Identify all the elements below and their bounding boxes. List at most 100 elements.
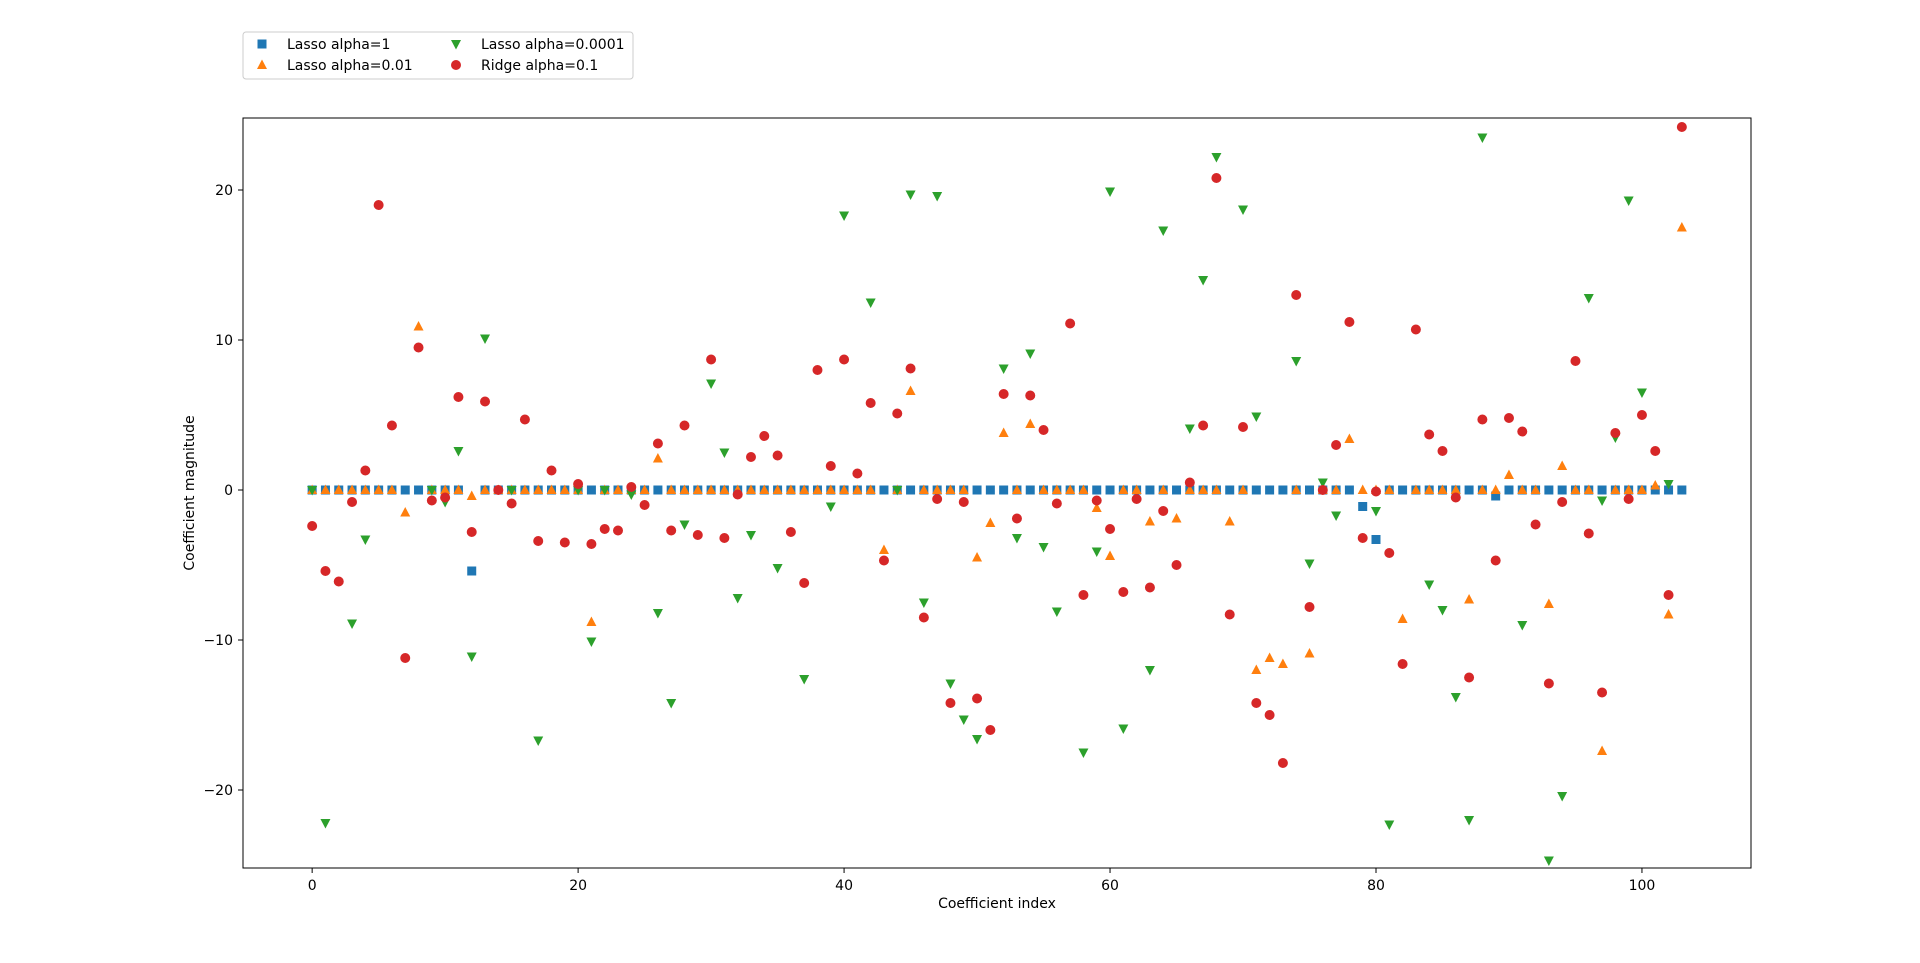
data-point: [1251, 485, 1261, 495]
data-point: [626, 482, 637, 492]
y-tick-label: 20: [215, 183, 233, 199]
data-point: [1131, 484, 1142, 494]
data-point: [1344, 485, 1354, 495]
data-point: [799, 578, 810, 588]
data-point: [1251, 698, 1262, 708]
data-point: [466, 652, 477, 662]
data-point: [1503, 413, 1514, 423]
y-axis-ticks: −20 −10 0 10 20: [203, 183, 243, 799]
legend-entry: Lasso alpha=0.01: [257, 58, 413, 74]
data-point: [1636, 388, 1647, 398]
data-point: [1437, 446, 1448, 456]
data-point: [1676, 222, 1687, 232]
data-point: [1424, 580, 1435, 590]
data-point: [1091, 502, 1102, 512]
data-point: [1171, 560, 1182, 570]
data-point: [613, 525, 624, 536]
legend-frame: [242, 31, 634, 80]
data-point: [719, 484, 730, 494]
data-point: [1530, 519, 1541, 530]
data-point: [892, 486, 903, 496]
y-axis-title: Coefficient magnitude: [182, 415, 198, 570]
legend-label: Lasso alpha=1: [287, 37, 390, 53]
legend-entry: Lasso alpha=1: [257, 37, 390, 53]
data-point: [307, 521, 318, 531]
data-point: [1384, 484, 1395, 494]
data-point: [719, 448, 730, 458]
data-point: [519, 414, 530, 425]
data-point: [1105, 485, 1115, 495]
data-point: [1384, 820, 1395, 830]
data-point: [1331, 440, 1342, 450]
data-point: [373, 484, 384, 494]
data-point: [772, 450, 783, 461]
data-point: [1437, 484, 1448, 494]
data-point: [1398, 485, 1408, 495]
data-point: [1158, 226, 1169, 236]
data-point: [958, 484, 969, 494]
data-point: [1570, 484, 1581, 494]
legend-marker: [451, 40, 461, 50]
data-point: [839, 354, 850, 365]
data-point: [360, 465, 371, 476]
data-point: [1198, 484, 1209, 494]
y-tick-label: −10: [203, 633, 233, 649]
data-point: [772, 484, 783, 494]
data-point: [386, 484, 397, 494]
data-point: [852, 484, 863, 494]
data-point: [1650, 485, 1660, 495]
data-point: [1251, 412, 1262, 422]
data-point: [1464, 672, 1475, 683]
data-point: [414, 485, 424, 495]
data-point: [1490, 484, 1501, 494]
data-point: [347, 497, 358, 507]
data-point: [985, 725, 996, 735]
data-point: [493, 485, 504, 495]
data-point: [1184, 477, 1195, 488]
data-point: [347, 619, 358, 629]
data-point: [1011, 513, 1022, 524]
data-point: [1544, 485, 1554, 495]
data-point: [1251, 664, 1262, 674]
data-point: [1677, 485, 1687, 495]
data-point: [1278, 485, 1288, 495]
series-0: [307, 485, 1687, 576]
data-point: [1277, 658, 1288, 668]
data-point: [799, 675, 810, 685]
legend-marker: [451, 60, 461, 70]
data-point: [878, 555, 889, 566]
data-point: [1517, 426, 1528, 437]
data-point: [546, 465, 557, 476]
data-point: [1344, 433, 1355, 443]
data-point: [426, 495, 437, 506]
data-point: [1238, 205, 1249, 215]
data-point: [1357, 484, 1368, 494]
data-point: [1265, 485, 1275, 495]
data-point: [1078, 590, 1089, 600]
data-point: [1211, 484, 1222, 494]
data-point: [852, 468, 863, 479]
data-point: [1344, 317, 1355, 327]
data-point: [785, 484, 796, 494]
data-point: [825, 502, 836, 512]
data-point: [1597, 496, 1608, 506]
data-point: [586, 539, 597, 549]
data-point: [413, 342, 424, 353]
data-point: [1676, 122, 1687, 132]
data-point: [1583, 528, 1594, 539]
data-point: [360, 535, 371, 545]
data-point: [1211, 173, 1222, 183]
data-point: [1570, 356, 1581, 366]
data-point: [1317, 485, 1328, 495]
data-point: [999, 485, 1009, 495]
data-point: [586, 616, 597, 626]
data-point: [1158, 484, 1169, 494]
data-point: [1224, 516, 1235, 526]
data-point: [1543, 856, 1554, 866]
data-point: [1450, 484, 1461, 494]
data-point: [972, 485, 982, 495]
data-point: [466, 490, 477, 500]
plot-frame: [242, 117, 1752, 869]
y-tick-label: 10: [215, 333, 233, 349]
data-point: [652, 609, 663, 619]
